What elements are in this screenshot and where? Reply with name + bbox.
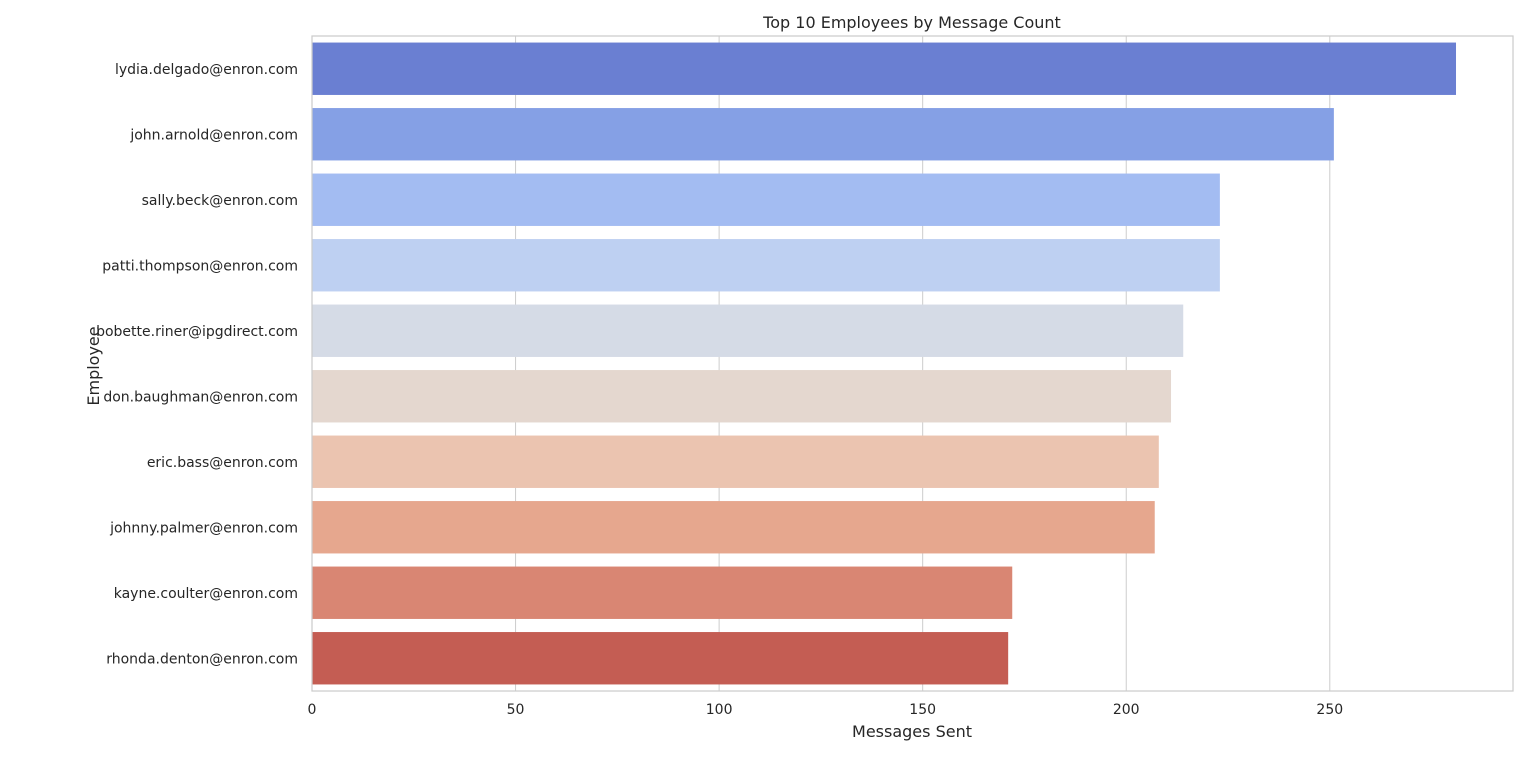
bar xyxy=(312,239,1220,292)
y-tick-label: john.arnold@enron.com xyxy=(129,127,298,143)
x-tick-label: 50 xyxy=(507,702,525,718)
x-tick-labels: 0 50 100 150 200 250 xyxy=(308,702,1344,718)
plot-frame xyxy=(311,35,1514,692)
y-tick-label: sally.beck@enron.com xyxy=(142,193,298,209)
bar xyxy=(312,501,1155,554)
y-tick-label: lydia.delgado@enron.com xyxy=(115,62,298,78)
bar xyxy=(312,173,1220,226)
y-tick-label: kayne.coulter@enron.com xyxy=(114,586,298,602)
x-tick-label: 0 xyxy=(308,702,317,718)
x-axis-label: Messages Sent xyxy=(852,722,972,741)
x-tick-label: 250 xyxy=(1316,702,1343,718)
bar xyxy=(312,42,1457,95)
bar xyxy=(312,370,1172,423)
x-tick-label: 100 xyxy=(706,702,733,718)
bar xyxy=(312,304,1184,357)
y-tick-label: bobette.riner@ipgdirect.com xyxy=(96,324,298,340)
chart-title: Top 10 Employees by Message Count xyxy=(762,13,1061,32)
y-tick-label: johnny.palmer@enron.com xyxy=(109,520,298,536)
bar xyxy=(312,632,1009,685)
y-tick-label: patti.thompson@enron.com xyxy=(102,258,298,274)
y-axis-label: Employee xyxy=(84,326,103,405)
y-tick-label: rhonda.denton@enron.com xyxy=(106,651,298,667)
bar xyxy=(312,566,1013,619)
y-tick-labels: lydia.delgado@enron.com john.arnold@enron… xyxy=(96,62,298,668)
bar xyxy=(312,108,1334,161)
bar xyxy=(312,435,1159,488)
y-tick-label: don.baughman@enron.com xyxy=(103,389,298,405)
x-tick-label: 200 xyxy=(1113,702,1140,718)
x-tick-label: 150 xyxy=(909,702,936,718)
y-tick-label: eric.bass@enron.com xyxy=(147,455,298,471)
bars xyxy=(312,42,1457,685)
